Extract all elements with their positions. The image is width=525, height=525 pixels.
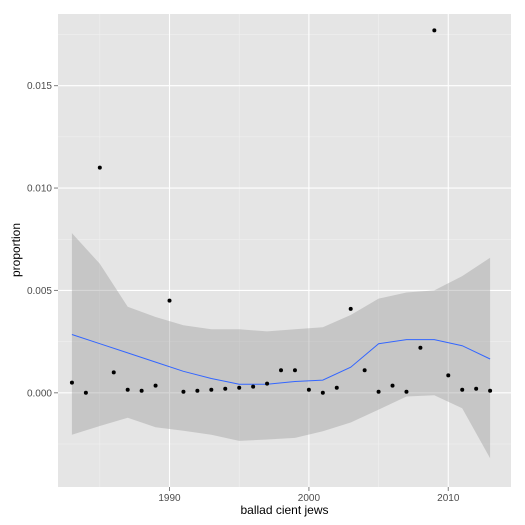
data-point <box>83 390 88 395</box>
data-point <box>153 383 158 388</box>
data-point <box>390 383 395 388</box>
data-point <box>460 387 465 392</box>
y-axis: 0.000 0.005 0.010 0.015 <box>27 81 58 399</box>
data-point <box>446 373 451 378</box>
data-point <box>320 390 325 395</box>
smooth-line <box>71 334 491 385</box>
data-point <box>376 389 381 394</box>
data-point <box>474 386 479 391</box>
data-point <box>125 387 130 392</box>
data-point <box>251 384 256 389</box>
x-tick-label: 2000 <box>298 493 321 504</box>
data-point <box>97 165 102 170</box>
x-tick-label: 2010 <box>437 493 460 504</box>
data-point <box>404 389 409 394</box>
data-point <box>139 388 144 393</box>
y-tick-label: 0.005 <box>27 286 52 297</box>
data-point <box>237 385 242 390</box>
data-point <box>334 385 339 390</box>
y-tick-label: 0.015 <box>27 81 52 92</box>
y-axis-title: proportion <box>9 223 23 277</box>
data-point <box>69 380 74 385</box>
data-point <box>279 368 284 373</box>
data-point <box>181 389 186 394</box>
data-point <box>362 368 367 373</box>
y-tick-label: 0.000 <box>27 388 52 399</box>
data-point <box>223 386 228 391</box>
data-point <box>306 387 311 392</box>
grid-minor <box>58 14 511 487</box>
confidence-band <box>71 233 491 459</box>
data-point <box>292 368 297 373</box>
data-point <box>195 388 200 393</box>
x-tick-label: 1990 <box>158 493 181 504</box>
plot-panel <box>58 14 511 487</box>
data-point <box>488 388 493 393</box>
grid-major <box>58 14 511 487</box>
data-point <box>432 28 437 33</box>
data-point <box>348 306 353 311</box>
data-points <box>69 28 493 395</box>
data-point <box>265 381 270 386</box>
smooth-line-layer <box>71 334 491 385</box>
x-axis-title: ballad cient jews <box>240 503 328 517</box>
data-point <box>209 387 214 392</box>
x-axis: 1990 2000 2010 <box>158 487 460 504</box>
data-point <box>167 298 172 303</box>
y-tick-label: 0.010 <box>27 184 52 195</box>
data-point <box>418 345 423 350</box>
data-point <box>111 370 116 375</box>
confidence-band-layer <box>71 233 491 459</box>
